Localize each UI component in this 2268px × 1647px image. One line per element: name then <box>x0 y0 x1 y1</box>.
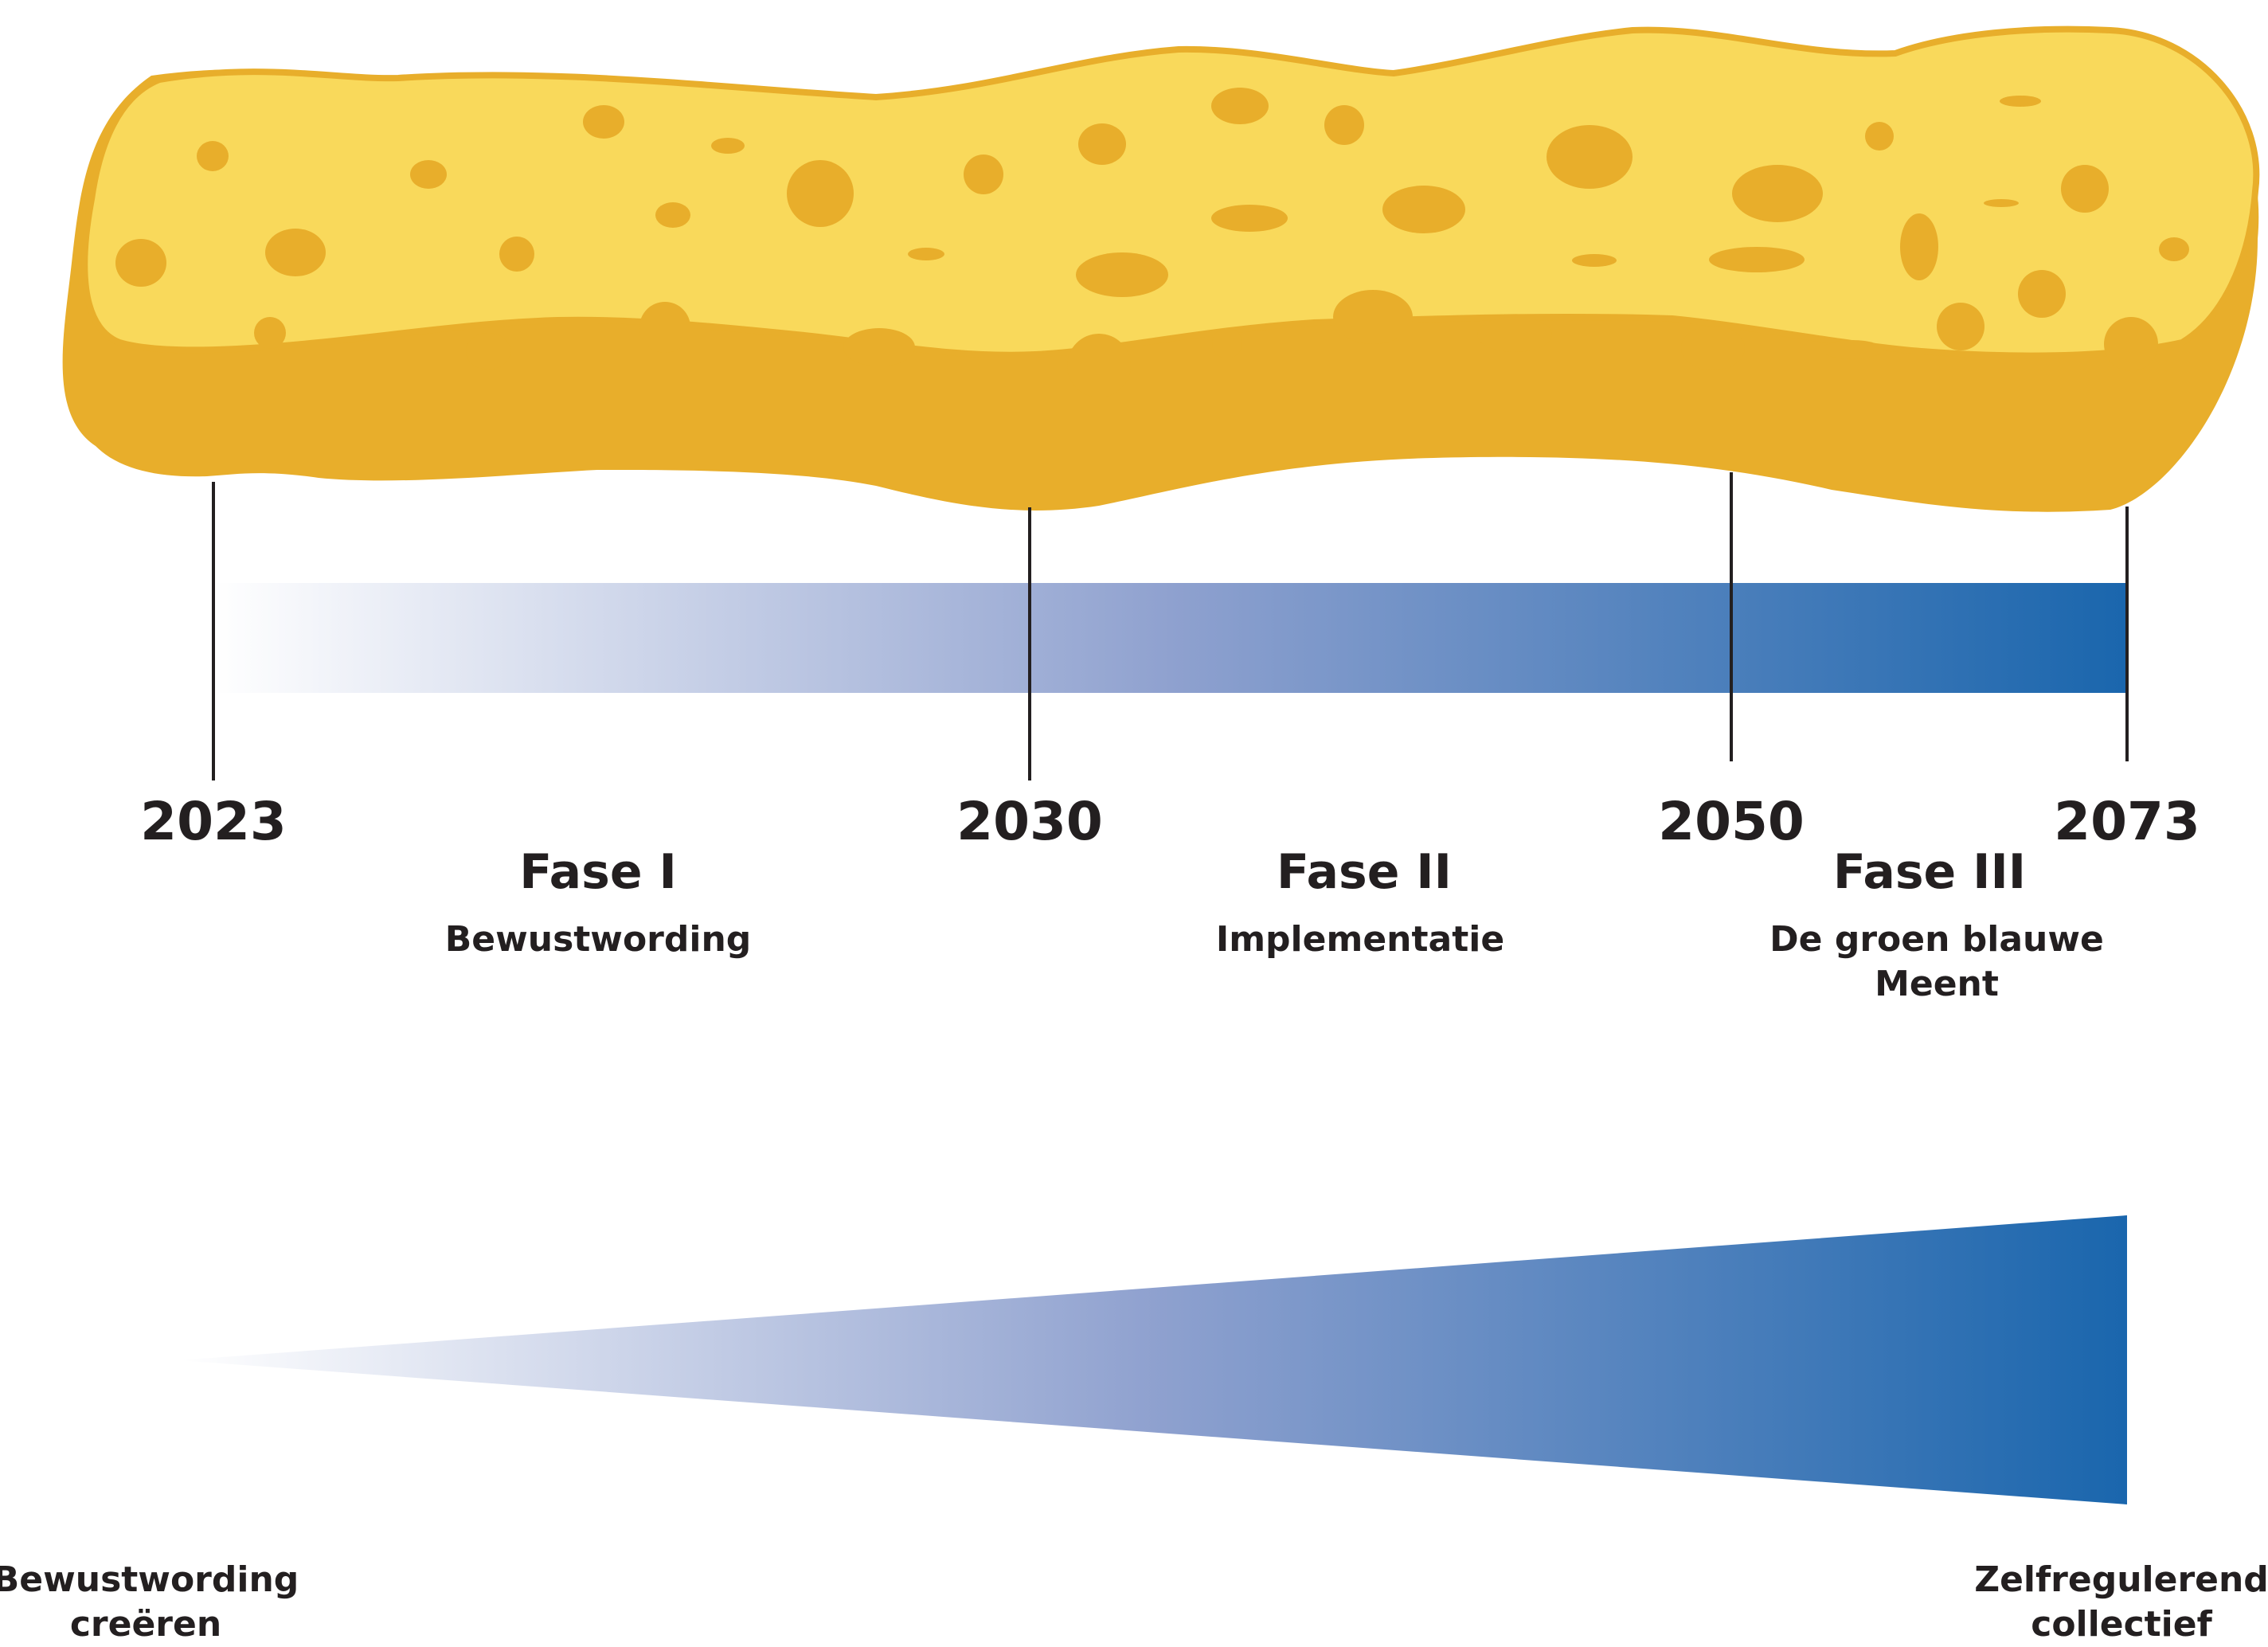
phase-3-subtitle-line-1: De groen blauwe <box>1769 919 2104 960</box>
sponge-hole <box>1324 105 1364 145</box>
sponge-hole <box>410 160 447 189</box>
sponge-hole <box>1900 213 1938 280</box>
sponge-hole <box>2000 96 2041 107</box>
sponge-hole <box>711 138 745 154</box>
sponge-hole <box>1547 125 1633 189</box>
sponge-holes <box>115 88 2189 397</box>
phase-1-title: Fase I <box>519 844 677 900</box>
sponge-hole <box>2104 317 2158 371</box>
wedge-start-label-line-2: creëren <box>70 1604 221 1645</box>
sponge-hole <box>639 302 690 353</box>
phase-2-subtitle: Implementatie <box>1216 919 1504 960</box>
sponge-hole <box>1211 205 1288 232</box>
sponge-hole <box>1211 88 1269 124</box>
sponge-hole <box>499 237 534 272</box>
year-label-2023: 2023 <box>140 791 287 852</box>
sponge-hole <box>1865 122 1894 151</box>
sponge-hole <box>1212 328 1242 358</box>
sponge-hole <box>655 202 690 228</box>
sponge-hole <box>843 328 915 366</box>
phase-3-title: Fase III <box>1833 844 2026 900</box>
sponge-hole <box>2018 270 2066 318</box>
year-label-2073: 2073 <box>2054 791 2200 852</box>
phase-2-title: Fase II <box>1277 844 1452 900</box>
sponge-hole <box>1572 254 1617 267</box>
milestone-ticks <box>212 472 2129 780</box>
phase-1-subtitle: Bewustwording <box>445 919 752 960</box>
sponge-hole <box>115 239 166 287</box>
year-label-2030: 2030 <box>956 791 1103 852</box>
sponge-hole <box>1382 186 1465 233</box>
timeline-bar <box>213 583 2127 693</box>
sponge-illustration <box>62 25 2260 512</box>
sponge-hole <box>787 160 854 227</box>
sponge-hole <box>1067 334 1131 397</box>
sponge-hole <box>197 141 229 171</box>
sponge-body <box>81 25 2260 359</box>
sponge-hole <box>1681 326 1745 370</box>
sponge-hole <box>1709 247 1805 272</box>
sponge-hole <box>1078 123 1126 165</box>
sponge-hole <box>1076 252 1168 297</box>
sponge-hole <box>1732 165 1823 222</box>
wedge-start-label-line-1: Bewustwording <box>0 1559 299 1600</box>
sponge-hole <box>466 333 510 370</box>
sponge-hole <box>1822 340 1883 359</box>
sponge-hole <box>2061 165 2109 213</box>
sponge-hole <box>908 248 944 260</box>
phase-3-subtitle-line-2: Meent <box>1875 964 1999 1004</box>
wedge-end-label-line-2: collectief <box>2031 1604 2212 1645</box>
growth-wedge <box>179 1215 2127 1504</box>
sponge-hole <box>964 155 1003 194</box>
sponge-hole <box>265 229 326 276</box>
sponge-hole <box>2159 237 2189 261</box>
sponge-hole <box>1333 290 1413 344</box>
sponge-hole <box>254 317 286 349</box>
sponge-hole <box>1477 317 1552 352</box>
sponge-hole <box>1984 199 2019 207</box>
year-label-2050: 2050 <box>1658 791 1805 852</box>
sponge-hole <box>1937 303 1984 350</box>
wedge-end-label-line-1: Zelfregulerend <box>1974 1559 2268 1600</box>
sponge-hole <box>583 105 624 139</box>
